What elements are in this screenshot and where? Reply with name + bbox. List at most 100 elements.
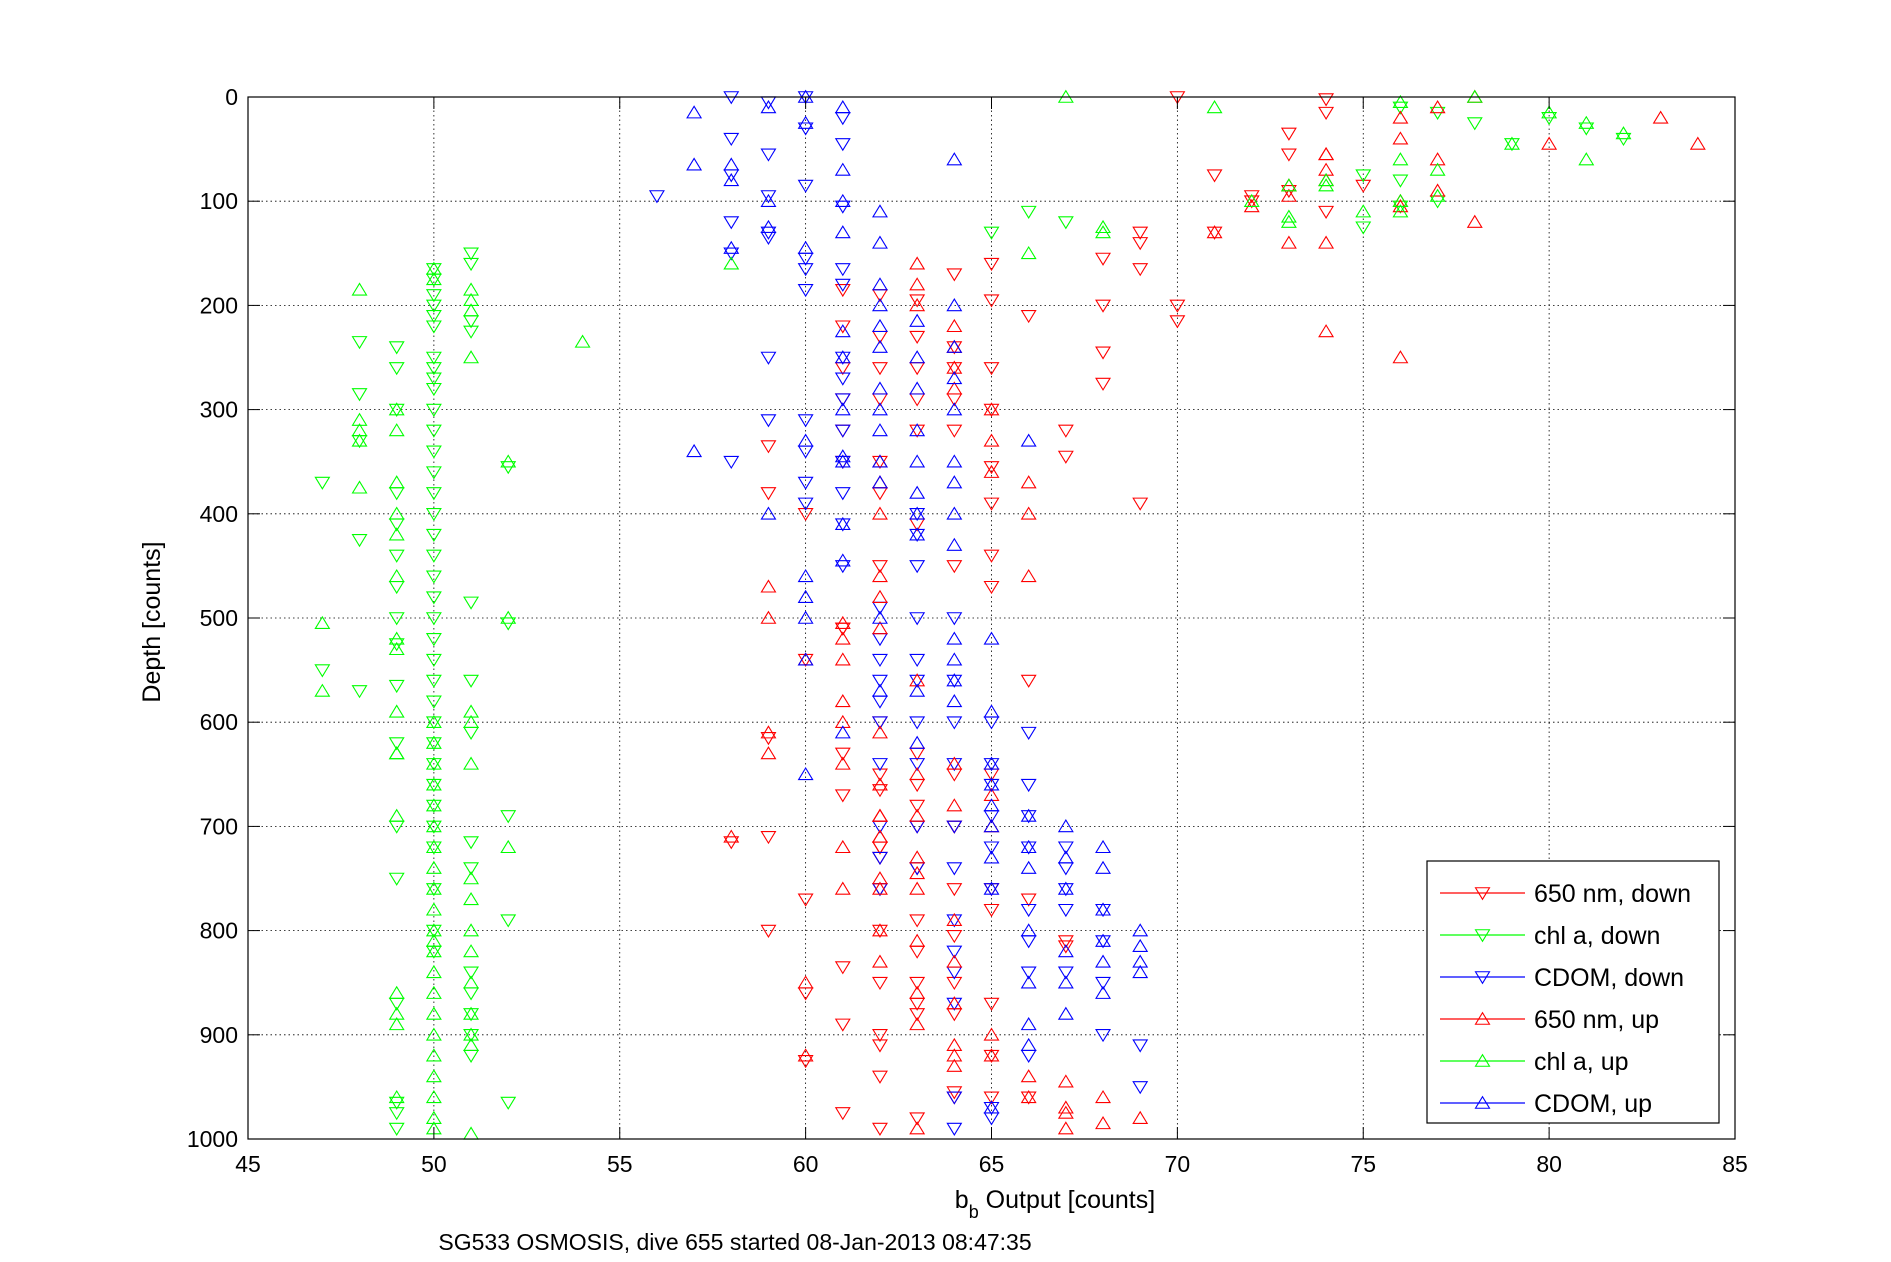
point-cdom-up [834, 225, 851, 239]
legend-entries: 650 nm, down chl a, down CDOM, down 650 nm,… [1440, 880, 1691, 1118]
point-chl-a-up [388, 985, 405, 999]
point-650-nm-down [760, 440, 777, 454]
point-cdom-up [871, 402, 888, 416]
point-cdom-up [1095, 933, 1112, 947]
point-cdom-down [797, 497, 814, 511]
point-650-nm-down [983, 362, 1000, 376]
point-chl-a-down [425, 403, 442, 417]
point-chl-a-up [1615, 126, 1632, 140]
point-650-nm-up [760, 746, 777, 760]
point-650-nm-up [983, 1027, 1000, 1041]
point-cdom-up [834, 193, 851, 207]
point-650-nm-up [909, 985, 926, 999]
point-chl-a-down [425, 289, 442, 303]
point-cdom-up [946, 506, 963, 520]
point-cdom-up [871, 204, 888, 218]
point-chl-a-up [463, 891, 480, 906]
point-650-nm-up [983, 1048, 1000, 1062]
point-chl-a-down [388, 362, 405, 376]
point-cdom-down [1020, 966, 1037, 980]
point-650-nm-down [909, 330, 926, 345]
point-cdom-up [909, 527, 926, 541]
point-650-nm-up [909, 256, 926, 270]
point-650-nm-down [760, 924, 777, 938]
point-chl-a-down [351, 685, 368, 699]
point-650-nm-up [1095, 1089, 1112, 1104]
plot-area [314, 89, 1706, 1140]
point-chl-a-up [388, 808, 405, 822]
point-cdom-up [797, 610, 814, 624]
point-cdom-up [1020, 923, 1037, 937]
point-650-nm-up [909, 881, 926, 895]
point-650-nm-down [946, 930, 963, 944]
point-650-nm-up [834, 714, 851, 728]
x-axis-label: bb Output [counts] [955, 1186, 1155, 1222]
point-650-nm-up [760, 725, 777, 739]
point-cdom-down [797, 414, 814, 428]
point-650-nm-down [1169, 315, 1186, 329]
point-chl-a-up [463, 292, 480, 306]
point-chl-a-up [463, 1037, 480, 1052]
legend-label-650-nm-up: 650 nm, up [1534, 1006, 1659, 1034]
point-650-nm-up [1243, 199, 1260, 213]
point-chl-a-down [463, 862, 480, 876]
point-cdom-up [983, 881, 1000, 895]
legend-label-chl-a-down: chl a, down [1534, 922, 1660, 950]
point-chl-a-up [1355, 204, 1372, 218]
point-chl-a-up [314, 615, 331, 630]
point-cdom-down [1095, 1029, 1112, 1043]
point-cdom-up [946, 652, 963, 666]
point-650-nm-down [946, 560, 963, 574]
point-chl-a-down [425, 424, 442, 438]
point-cdom-up [1057, 975, 1074, 989]
point-650-nm-up [834, 839, 851, 854]
point-cdom-up [871, 423, 888, 437]
point-650-nm-up [946, 954, 963, 968]
point-cdom-down [1020, 778, 1037, 793]
point-chl-a-down [425, 299, 442, 313]
point-chl-a-up [500, 839, 517, 854]
point-cdom-down [760, 190, 777, 204]
point-650-nm-up [909, 1017, 926, 1031]
point-cdom-up [909, 381, 926, 395]
point-cdom-up [797, 652, 814, 666]
point-chl-a-down [351, 336, 368, 350]
point-cdom-up [760, 193, 777, 207]
point-chl-a-up [388, 631, 405, 645]
point-chl-a-down [425, 372, 442, 386]
point-chl-a-up [425, 944, 442, 958]
point-cdom-up [983, 850, 1000, 864]
point-cdom-up [871, 381, 888, 395]
point-650-nm-up [797, 975, 814, 989]
point-650-nm-down [1132, 497, 1149, 511]
point-cdom-up [1095, 954, 1112, 968]
point-chl-a-down [983, 226, 1000, 240]
point-chl-a-down [1020, 205, 1037, 219]
point-650-nm-up [1280, 235, 1297, 249]
point-650-nm-up [1020, 1089, 1037, 1104]
point-chl-a-down [425, 570, 442, 584]
legend-marker-chl-a-down [1474, 929, 1491, 943]
point-cdom-down [834, 487, 851, 501]
point-650-nm-down [834, 747, 851, 761]
point-650-nm-down [983, 903, 1000, 918]
point-cdom-down [834, 263, 851, 277]
point-650-nm-down [1095, 377, 1112, 391]
point-chl-a-down [425, 549, 442, 563]
point-chl-a-down [425, 508, 442, 522]
point-chl-a-up [425, 735, 442, 749]
point-650-nm-down [909, 799, 926, 813]
point-cdom-up [723, 240, 740, 254]
point-650-nm-down [1280, 148, 1297, 162]
point-cdom-down [909, 758, 926, 772]
point-650-nm-down [871, 768, 888, 782]
legend-label-cdom-down: CDOM, down [1534, 964, 1684, 992]
legend-label-chl-a-up: chl a, up [1534, 1048, 1629, 1076]
point-cdom-down [871, 758, 888, 772]
point-650-nm-up [1541, 136, 1558, 150]
point-650-nm-down [983, 461, 1000, 475]
point-650-nm-up [946, 798, 963, 812]
point-chl-a-up [425, 860, 442, 874]
point-cdom-up [946, 537, 963, 551]
point-chl-a-down [425, 591, 442, 605]
